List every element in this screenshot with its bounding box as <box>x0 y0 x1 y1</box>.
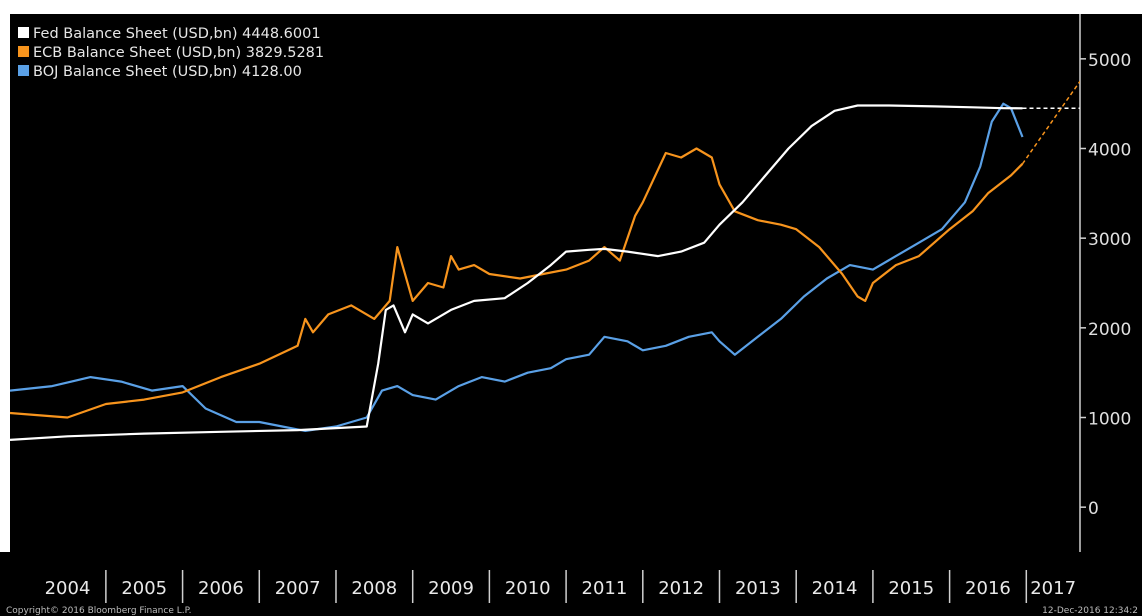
x-tick-label: 2006 <box>198 578 244 599</box>
x-tick-label: 2010 <box>505 578 551 599</box>
x-tick-label: 2014 <box>812 578 858 599</box>
legend-boj: BOJ Balance Sheet (USD,bn) 4128.00 <box>33 64 302 80</box>
x-axis-area <box>0 552 1080 603</box>
x-tick-label: 2013 <box>735 578 781 599</box>
legend: Fed Balance Sheet (USD,bn) 4448.6001 ECB … <box>10 14 366 92</box>
plot-area <box>10 14 1080 552</box>
plot-content <box>10 80 1080 441</box>
series-extension <box>1021 80 1080 165</box>
x-tick-label: 2007 <box>275 578 321 599</box>
copyright-text: Copyright© 2016 Bloomberg Finance L.P. <box>6 606 191 616</box>
ecb-series-line <box>10 147 1024 419</box>
x-tick-label: 2005 <box>121 578 167 599</box>
y-axis-area <box>1080 14 1142 603</box>
y-tick-label: 4000 <box>1088 141 1131 161</box>
legend-box <box>10 14 366 92</box>
x-tick-label: 2012 <box>658 578 704 599</box>
y-tick-label: 2000 <box>1088 320 1131 340</box>
x-tick-label: 2015 <box>888 578 934 599</box>
y-tick-label: 3000 <box>1088 230 1131 250</box>
legend-ecb: ECB Balance Sheet (USD,bn) 3829.5281 <box>33 45 324 61</box>
timestamp-text: 12-Dec-2016 12:34:2 <box>1042 606 1138 616</box>
x-tick-label: 2011 <box>582 578 628 599</box>
y-tick-label: 0 <box>1088 499 1099 519</box>
y-tick-label: 1000 <box>1088 410 1131 430</box>
y-tick-label: 5000 <box>1088 51 1131 71</box>
legend-swatch <box>18 65 29 76</box>
legend-fed: Fed Balance Sheet (USD,bn) 4448.6001 <box>33 26 321 42</box>
legend-swatch <box>18 46 29 57</box>
x-tick-label: 2008 <box>351 578 397 599</box>
x-tick-label: 2017 <box>1030 578 1076 599</box>
footer-bar <box>0 603 1142 616</box>
boj-series-line <box>10 102 1024 432</box>
x-tick-label: 2004 <box>45 578 91 599</box>
x-tick-label: 2009 <box>428 578 474 599</box>
legend-swatch <box>18 27 29 38</box>
fed-series-line <box>10 104 1023 441</box>
x-tick-label: 2016 <box>965 578 1011 599</box>
